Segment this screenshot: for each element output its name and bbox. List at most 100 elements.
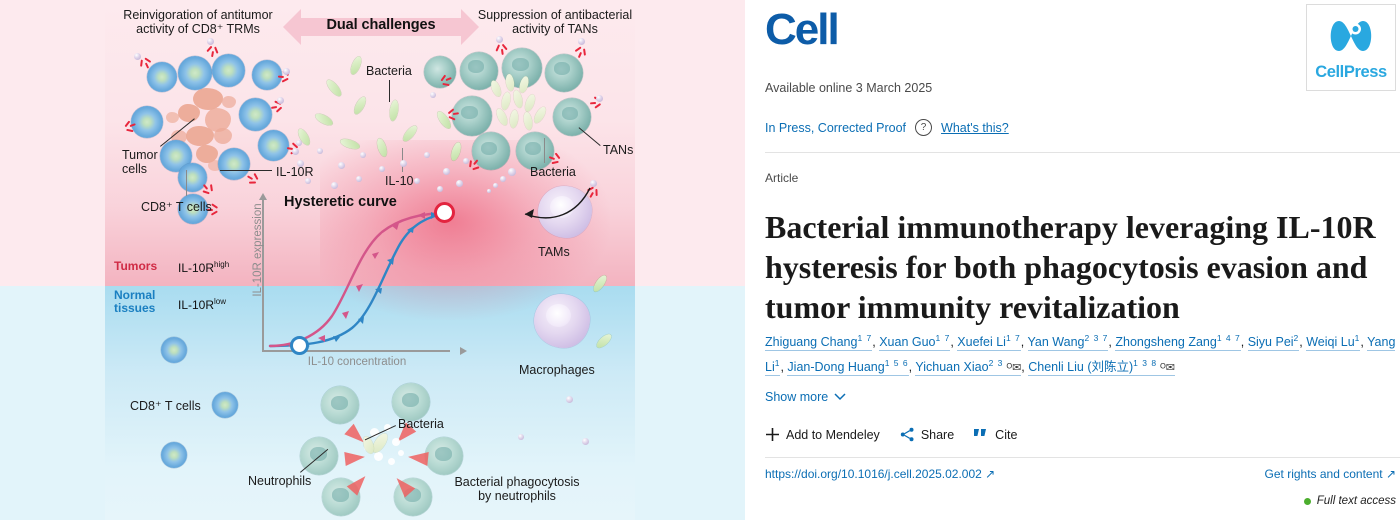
tumor-blob <box>193 88 223 110</box>
il10r-label: IL-10R <box>276 165 314 179</box>
x-axis-arrow-icon <box>460 346 467 355</box>
il10-molecule <box>331 182 338 189</box>
author-6[interactable]: Weiqi Lu1 <box>1306 333 1361 352</box>
lysis-particle <box>398 450 404 456</box>
cd8-t-cell <box>178 56 212 90</box>
il10-molecule <box>360 152 366 158</box>
neutrophil-nucleus <box>435 447 452 461</box>
author-2[interactable]: Xuefei Li1 7 <box>957 333 1021 352</box>
il10-molecule <box>400 160 407 167</box>
tumors-tag: Tumors <box>114 259 158 273</box>
whats-this-link[interactable]: What's this? <box>941 120 1009 135</box>
author-separator: , <box>780 360 788 375</box>
author-separator: , <box>1240 335 1248 350</box>
lysis-particle <box>392 438 400 446</box>
bacteria-label-top: Bacteria <box>366 64 412 78</box>
cite-button[interactable]: Cite <box>974 428 1017 442</box>
neutrophil-nucleus <box>404 488 421 502</box>
author-affiliation-2: 1 7 <box>1005 333 1021 343</box>
phagocytosis-caption: Bacterial phagocytosis by neutrophils <box>454 475 580 503</box>
il10-ligand <box>277 97 284 104</box>
tans-label: TANs <box>603 143 634 157</box>
cd8-t-cell <box>178 163 207 192</box>
cd8-t-cell <box>178 194 208 224</box>
author-1[interactable]: Xuan Guo1 7 <box>879 333 951 352</box>
plus-icon <box>766 428 779 441</box>
il10-molecule <box>463 158 469 164</box>
author-4[interactable]: Zhongsheng Zang1 4 7 <box>1115 333 1241 352</box>
il10-molecule <box>424 152 430 158</box>
chevron-down-icon <box>834 393 846 401</box>
il10-label: IL-10 <box>385 174 414 188</box>
dual-challenges-arrow: Dual challenges <box>283 9 479 45</box>
author-separator: , <box>908 360 916 375</box>
cd8-t-cell <box>161 442 187 468</box>
author-contact-icons-10[interactable]: ᴼ✉ <box>1157 362 1175 375</box>
doi-link[interactable]: https://doi.org/10.1016/j.cell.2025.02.0… <box>765 467 996 481</box>
author-0[interactable]: Zhiguang Chang1 7 <box>765 333 873 352</box>
article-type: Article <box>765 171 799 185</box>
left-heading: Reinvigoration of antitumor activity of … <box>123 8 273 36</box>
cd8-t-cell <box>218 148 250 180</box>
tumor-cells-label: Tumor cells <box>122 148 158 176</box>
rights-and-content-link[interactable]: Get rights and content ↗ <box>1264 467 1396 481</box>
cite-label: Cite <box>995 427 1018 442</box>
action-bar: Add to Mendeley Share Cite <box>765 427 1017 442</box>
author-10[interactable]: Chenli Liu (刘陈立)1 3 8 ᴼ✉ <box>1028 358 1175 377</box>
il10-molecule <box>493 183 498 188</box>
cd8-t-cell <box>252 60 282 90</box>
cd8-t-cell <box>212 392 238 418</box>
neutrophil-nucleus <box>310 447 327 461</box>
phagocytosis-arrow-icon <box>407 449 429 466</box>
author-5[interactable]: Siyu Pei2 <box>1247 333 1300 352</box>
il10r-receptor-icon <box>205 44 220 59</box>
cd8-t-cell <box>131 106 163 138</box>
y-axis <box>262 200 264 352</box>
cellpress-mark-icon <box>1330 21 1372 51</box>
il10-molecule <box>456 180 463 187</box>
share-button[interactable]: Share <box>900 427 954 442</box>
author-affiliation-7: 1 <box>774 358 781 369</box>
author-affiliation-3: 2 3 7 <box>1084 333 1109 343</box>
tumor-blob <box>214 128 232 144</box>
author-separator: , <box>1020 335 1028 350</box>
lysis-particle <box>374 452 383 461</box>
leader-line <box>389 80 390 102</box>
arrow-head-right-icon <box>461 9 479 45</box>
publication-status[interactable]: In Press, Corrected Proof <box>765 120 907 135</box>
hysteresis-curves <box>268 211 450 349</box>
lysis-particle <box>370 428 379 437</box>
cd8-t-cells-label-bottom: CD8⁺ T cells <box>130 399 201 413</box>
arrow-head-left-icon <box>283 9 301 45</box>
tan-nucleus <box>512 58 529 71</box>
il10-molecule <box>566 396 573 403</box>
tumor-blob <box>222 96 236 108</box>
hysteretic-curve-chart: IL-10R expression IL-10 concentration Hy… <box>248 193 467 368</box>
divider-top <box>765 152 1400 153</box>
low-state-node <box>290 336 309 355</box>
cellpress-logo[interactable]: CellPress <box>1306 4 1396 91</box>
high-state-node <box>434 202 455 223</box>
add-to-mendeley-label: Add to Mendeley <box>786 427 880 442</box>
author-contact-icons-9[interactable]: ᴼ✉ <box>1003 362 1022 375</box>
author-affiliation-10: 1 3 8 <box>1133 358 1158 369</box>
il10-molecule <box>487 189 491 193</box>
cd8-t-cell <box>258 130 289 161</box>
tams-label: TAMs <box>538 245 570 259</box>
author-9[interactable]: Yichuan Xiao2 3 ᴼ✉ <box>915 358 1022 377</box>
tumor-blob <box>208 160 222 171</box>
tumor-blob <box>166 112 179 123</box>
author-8[interactable]: Jian-Dong Huang1 5 6 <box>787 358 909 377</box>
dual-challenges-label: Dual challenges <box>326 17 436 33</box>
show-more-authors-button[interactable]: Show more <box>765 390 846 404</box>
author-3[interactable]: Yan Wang2 3 7 <box>1027 333 1109 352</box>
lysis-particle <box>388 458 395 465</box>
secretion-arrow-icon <box>524 187 591 219</box>
help-icon[interactable]: ? <box>915 119 933 136</box>
author-7[interactable]: Yang Li1 <box>765 335 1396 377</box>
show-more-label: Show more <box>765 390 829 404</box>
y-axis-arrow-icon <box>258 193 267 200</box>
il10-molecule <box>297 160 304 167</box>
cell-journal-logo[interactable]: Cell <box>765 5 840 54</box>
add-to-mendeley-button[interactable]: Add to Mendeley <box>765 427 880 442</box>
